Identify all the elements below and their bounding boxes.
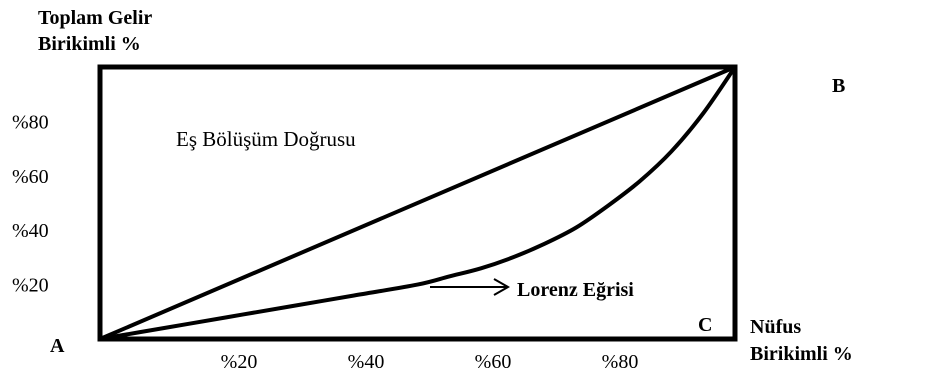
- y-tick-label: %40: [12, 220, 49, 242]
- curves: [98, 65, 737, 341]
- point-label-a: A: [50, 335, 65, 357]
- point-label-b: B: [832, 75, 845, 97]
- point-label-c: C: [698, 314, 712, 336]
- lorenz-arrow-head: [493, 278, 511, 296]
- y-tick-label: %20: [12, 275, 49, 297]
- x-tick-label: %60: [475, 351, 512, 373]
- x-axis-title-line1: Nüfus: [750, 316, 801, 338]
- lorenz-curve-label: Lorenz Eğrisi: [517, 279, 634, 301]
- lorenz-curve: [98, 65, 737, 341]
- ticks: %80 %60 %40 %20 %20 %40 %60 %80: [12, 111, 638, 373]
- equality-line-label: Eş Bölüşüm Doğrusu: [176, 127, 356, 151]
- y-axis-title-line1: Toplam Gelir: [38, 7, 152, 29]
- x-tick-label: %20: [221, 351, 258, 373]
- equality-line: [98, 65, 737, 341]
- y-tick-label: %60: [12, 166, 49, 188]
- x-tick-label: %80: [602, 351, 639, 373]
- plot-frame: [97, 64, 738, 342]
- x-tick-label: %40: [348, 351, 385, 373]
- x-axis-title-line2: Birikimli %: [750, 343, 853, 365]
- lorenz-arrow: [430, 278, 511, 296]
- y-tick-label: %80: [12, 111, 49, 133]
- y-axis-title-line2: Birikimli %: [38, 33, 141, 55]
